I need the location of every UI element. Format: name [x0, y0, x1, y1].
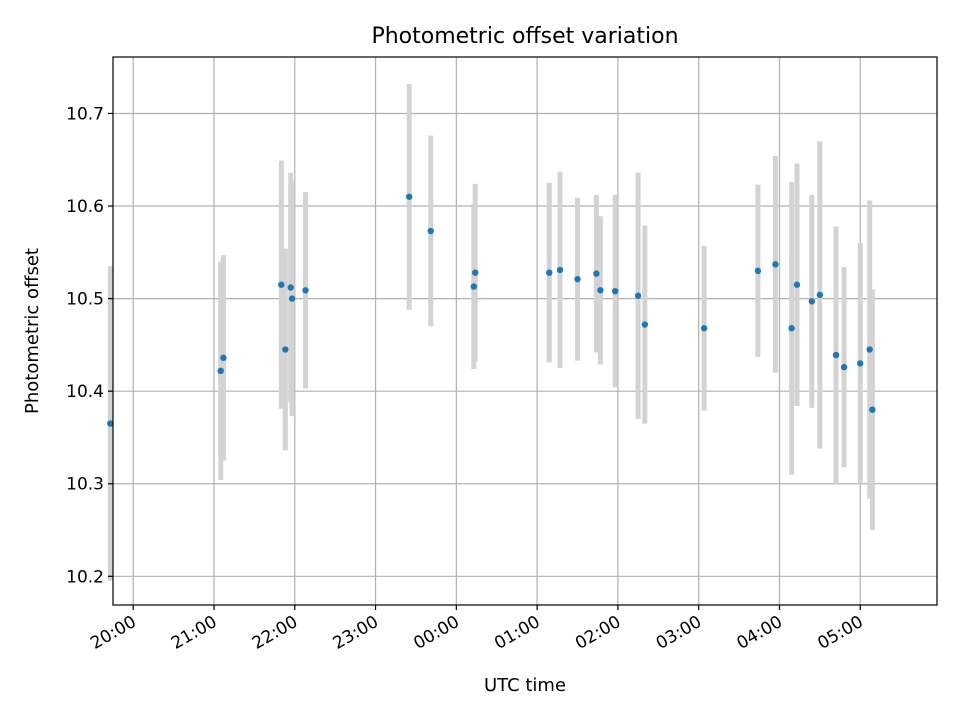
data-point — [302, 287, 309, 294]
x-tick-label: 04:00 — [734, 612, 786, 654]
chart-title: Photometric offset variation — [371, 24, 678, 49]
data-point — [282, 346, 289, 353]
data-point — [869, 406, 876, 413]
data-point — [641, 321, 649, 328]
y-tick-label: 10.6 — [66, 197, 104, 217]
x-tick-label: 02:00 — [572, 612, 624, 654]
x-tick-label: 23:00 — [330, 612, 382, 654]
y-axis-ticks: 10.2 10.3 10.4 10.5 10.6 10.7 — [66, 104, 113, 587]
x-tick-label: 03:00 — [653, 612, 705, 654]
data-point — [816, 291, 824, 299]
data-point — [556, 266, 564, 274]
data-point — [793, 281, 801, 288]
y-axis-label: Photometric offset — [22, 248, 43, 414]
data-point — [287, 284, 294, 291]
y-tick-label: 10.2 — [66, 567, 104, 587]
data-point — [754, 267, 762, 275]
data-point — [471, 269, 479, 276]
data-point — [220, 354, 227, 362]
data-points — [107, 193, 876, 427]
data-point — [406, 193, 413, 200]
plot-frame — [112, 56, 938, 606]
x-axis-ticks: 20:00 21:00 22:00 23:00 00:00 01:00 02:00 03:00… — [87, 605, 867, 654]
data-point — [427, 227, 434, 235]
data-point — [866, 346, 873, 353]
x-tick-label: 22:00 — [249, 612, 301, 654]
data-point — [546, 269, 553, 276]
data-point — [107, 420, 114, 427]
data-point — [832, 351, 840, 359]
data-point — [470, 283, 478, 290]
y-tick-label: 10.5 — [66, 290, 104, 310]
data-point — [634, 292, 642, 300]
data-point — [857, 360, 864, 367]
data-point — [278, 281, 285, 288]
x-tick-label: 05:00 — [814, 612, 866, 654]
data-point — [597, 287, 604, 294]
data-point — [788, 325, 795, 332]
data-point — [840, 363, 848, 371]
data-point — [612, 287, 619, 295]
data-point — [574, 275, 581, 283]
data-point — [700, 325, 708, 332]
x-axis-label: UTC time — [484, 675, 566, 696]
x-tick-label: 01:00 — [491, 612, 543, 654]
x-tick-label: 00:00 — [410, 612, 462, 654]
y-tick-label: 10.3 — [66, 475, 104, 495]
data-point — [808, 298, 815, 305]
plot-area — [113, 57, 937, 605]
x-tick-label: 20:00 — [87, 612, 139, 654]
data-point — [593, 270, 600, 277]
y-tick-label: 10.4 — [66, 382, 104, 402]
x-tick-label: 21:00 — [168, 612, 220, 654]
data-point — [772, 261, 779, 268]
data-point — [217, 367, 224, 375]
y-tick-label: 10.7 — [66, 104, 104, 124]
data-point — [288, 295, 296, 302]
